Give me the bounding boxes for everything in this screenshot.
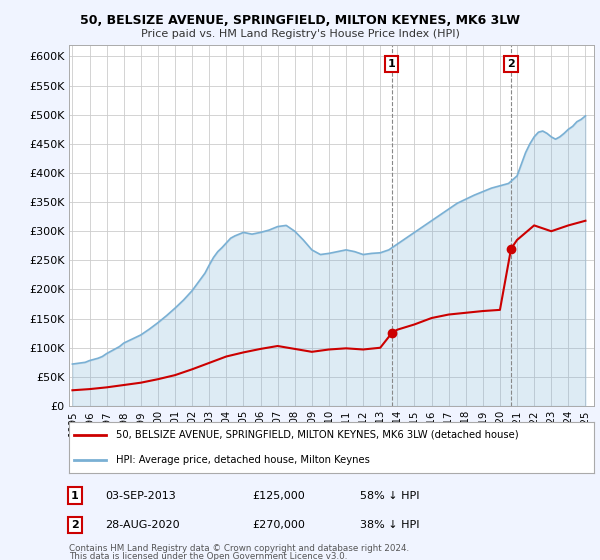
Text: 2: 2 [71, 520, 79, 530]
Text: Contains HM Land Registry data © Crown copyright and database right 2024.: Contains HM Land Registry data © Crown c… [69, 544, 409, 553]
Text: 50, BELSIZE AVENUE, SPRINGFIELD, MILTON KEYNES, MK6 3LW: 50, BELSIZE AVENUE, SPRINGFIELD, MILTON … [80, 14, 520, 27]
Text: £270,000: £270,000 [252, 520, 305, 530]
Text: Price paid vs. HM Land Registry's House Price Index (HPI): Price paid vs. HM Land Registry's House … [140, 29, 460, 39]
Text: This data is licensed under the Open Government Licence v3.0.: This data is licensed under the Open Gov… [69, 552, 347, 560]
Text: 1: 1 [388, 59, 395, 69]
Text: HPI: Average price, detached house, Milton Keynes: HPI: Average price, detached house, Milt… [116, 455, 370, 465]
Text: £125,000: £125,000 [252, 491, 305, 501]
Text: 50, BELSIZE AVENUE, SPRINGFIELD, MILTON KEYNES, MK6 3LW (detached house): 50, BELSIZE AVENUE, SPRINGFIELD, MILTON … [116, 430, 519, 440]
Text: 58% ↓ HPI: 58% ↓ HPI [360, 491, 419, 501]
Text: 2: 2 [507, 59, 515, 69]
Text: 03-SEP-2013: 03-SEP-2013 [105, 491, 176, 501]
Text: 1: 1 [71, 491, 79, 501]
Text: 38% ↓ HPI: 38% ↓ HPI [360, 520, 419, 530]
Text: 28-AUG-2020: 28-AUG-2020 [105, 520, 179, 530]
